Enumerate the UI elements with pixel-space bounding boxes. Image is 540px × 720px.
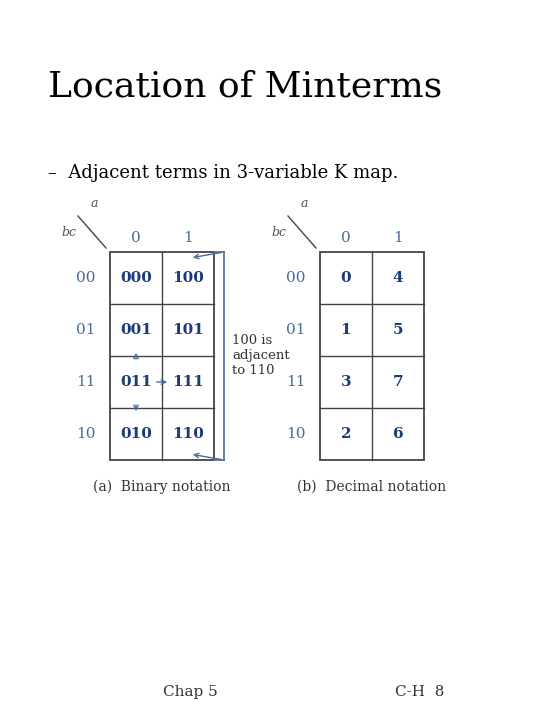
Text: 01: 01 (76, 323, 96, 337)
Text: 001: 001 (120, 323, 152, 337)
Text: 100: 100 (172, 271, 204, 285)
Text: 101: 101 (172, 323, 204, 337)
Text: 100 is
adjacent
to 110: 100 is adjacent to 110 (232, 335, 289, 377)
Text: 1: 1 (393, 231, 403, 245)
Text: a: a (300, 197, 308, 210)
Text: 110: 110 (172, 427, 204, 441)
Bar (110, 252, 214, 460)
Text: 00: 00 (286, 271, 306, 285)
Text: Location of Minterms: Location of Minterms (48, 69, 442, 104)
Text: 11: 11 (286, 375, 306, 389)
Text: Chap 5: Chap 5 (163, 685, 218, 699)
Text: C-H  8: C-H 8 (395, 685, 444, 699)
Text: 01: 01 (286, 323, 306, 337)
Text: 111: 111 (172, 375, 204, 389)
Text: 0: 0 (341, 271, 352, 285)
Text: (b)  Decimal notation: (b) Decimal notation (298, 480, 447, 494)
Text: 0: 0 (341, 231, 351, 245)
Text: bc: bc (61, 225, 76, 238)
Text: bc: bc (271, 225, 286, 238)
Text: a: a (90, 197, 98, 210)
Text: 2: 2 (341, 427, 351, 441)
Text: 1: 1 (341, 323, 352, 337)
Text: 4: 4 (393, 271, 403, 285)
Bar (320, 252, 424, 460)
Text: 10: 10 (76, 427, 96, 441)
Text: 0: 0 (131, 231, 141, 245)
Text: 5: 5 (393, 323, 403, 337)
Text: –  Adjacent terms in 3-variable K map.: – Adjacent terms in 3-variable K map. (48, 163, 399, 181)
Text: 3: 3 (341, 375, 352, 389)
Text: (a)  Binary notation: (a) Binary notation (93, 480, 231, 495)
Text: 6: 6 (393, 427, 403, 441)
Text: 000: 000 (120, 271, 152, 285)
Text: 011: 011 (120, 375, 152, 389)
Text: 00: 00 (76, 271, 96, 285)
Text: 1: 1 (183, 231, 193, 245)
Text: 010: 010 (120, 427, 152, 441)
Text: 11: 11 (76, 375, 96, 389)
Text: 7: 7 (393, 375, 403, 389)
Text: 10: 10 (286, 427, 306, 441)
